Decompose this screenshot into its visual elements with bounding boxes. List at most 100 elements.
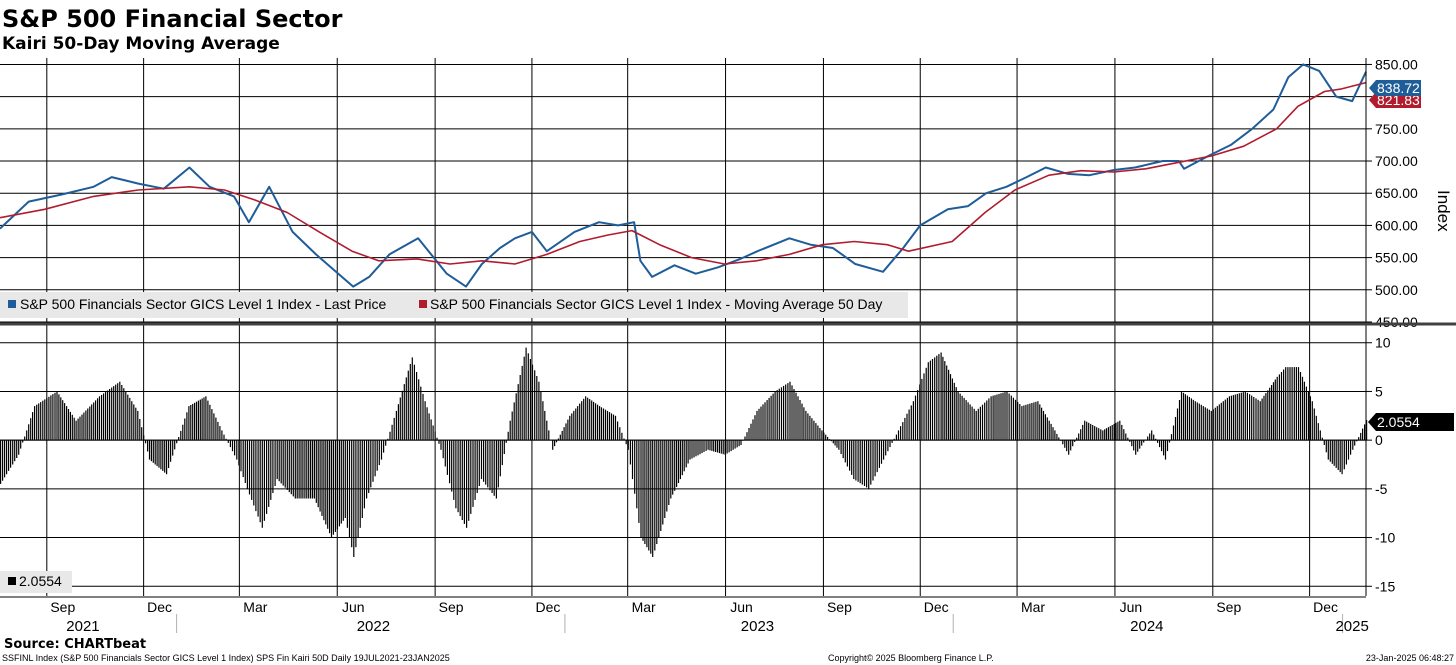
kairi-bar — [346, 440, 348, 528]
kairi-bar — [994, 395, 996, 441]
kairi-bar — [313, 440, 315, 499]
kairi-bar — [81, 414, 83, 441]
kairi-bar — [1295, 367, 1297, 441]
kairi-bar — [444, 440, 446, 467]
kairi-bar — [542, 401, 544, 441]
kairi-bar — [988, 398, 990, 441]
kairi-bar — [1274, 379, 1276, 441]
kairi-bar — [87, 408, 89, 441]
kairi-bar — [1000, 393, 1002, 441]
kairi-bar — [990, 396, 992, 441]
kairi-bar — [529, 359, 531, 441]
kairi-bar — [344, 440, 346, 518]
kairi-bar — [1206, 408, 1208, 441]
kairi-bar — [1115, 422, 1117, 441]
kairi-bar — [413, 364, 415, 441]
kairi-bar — [372, 440, 374, 482]
kairi-bar — [1129, 440, 1131, 442]
kairi-bar — [158, 440, 160, 468]
x-month-label: Sep — [50, 599, 75, 615]
kairi-bar — [1345, 440, 1347, 465]
axes: Sep Dec Mar Jun Sep Dec Mar Jun Sep Dec Mar Jun Sep D… — [0, 56, 1456, 635]
kairi-bar — [809, 415, 811, 441]
kairi-bar — [499, 440, 501, 477]
kairi-bar — [534, 370, 536, 441]
kairi-bar — [1317, 423, 1319, 441]
kairi-bar — [573, 410, 575, 441]
kairi-bar — [631, 440, 634, 480]
kairi-bar — [581, 401, 583, 441]
kairi-bar — [791, 385, 793, 441]
kairi-bar — [197, 400, 199, 441]
y-tick-label: 600.00 — [1375, 217, 1418, 233]
kairi-bar — [145, 440, 147, 444]
kairi-bar — [64, 403, 66, 441]
kairi-bar — [1105, 428, 1108, 441]
kairi-bar — [1303, 381, 1305, 441]
kairi-bar — [376, 440, 378, 471]
kairi-bar — [300, 440, 302, 499]
kairi-bar — [268, 440, 270, 507]
kairi-bar — [1291, 367, 1293, 441]
kairi-bar — [1184, 394, 1186, 441]
kairi-bar — [1123, 429, 1125, 441]
kairi-bar — [1278, 374, 1280, 441]
kairi-bar — [973, 408, 975, 441]
kairi-bar — [370, 440, 372, 488]
kairi-bar — [36, 404, 38, 441]
kairi-bar — [139, 419, 141, 441]
kairi-bar — [772, 393, 774, 441]
kairi-bar — [600, 407, 603, 441]
kairi-bar — [1188, 397, 1190, 441]
kairi-bar — [957, 391, 959, 441]
kairi-bar — [468, 440, 470, 521]
kairi-bar — [1307, 391, 1309, 441]
kairi-bar — [199, 399, 201, 441]
kairi-bar — [604, 409, 607, 441]
kairi-bar — [674, 440, 676, 491]
kairi-bar — [1012, 397, 1014, 441]
kairi-bar — [744, 436, 746, 441]
kairi-bar — [201, 398, 203, 441]
kairi-bar — [121, 385, 123, 441]
kairi-bar — [1029, 403, 1031, 441]
kairi-bar — [129, 397, 131, 441]
kairi-bar — [1364, 424, 1366, 441]
kairi-bar — [855, 440, 857, 481]
kairi-bar — [664, 440, 666, 518]
kairi-bar — [294, 440, 296, 499]
kairi-bar — [705, 440, 707, 451]
kairi-bar — [832, 440, 834, 444]
kairi-bar — [953, 382, 955, 441]
kairi-bar — [501, 440, 503, 466]
y-tick-label: 850.00 — [1375, 56, 1418, 72]
kairi-bar — [597, 404, 599, 441]
kairi-bar — [571, 413, 573, 441]
kairi-bar — [998, 393, 1000, 441]
kairi-bar — [1050, 423, 1052, 441]
kairi-bar — [503, 440, 505, 454]
kairi-bar — [213, 413, 215, 441]
kairi-bar — [463, 440, 465, 524]
kairi-bar — [593, 401, 595, 441]
kairi-bar — [764, 402, 766, 441]
kairi-bar — [929, 360, 931, 441]
kairi-bar — [666, 440, 668, 512]
kairi-bar — [240, 440, 242, 472]
kairi-bar — [823, 432, 825, 441]
kairi-bar — [842, 440, 844, 459]
kairi-bar — [48, 396, 50, 441]
kairi-bar — [85, 410, 87, 441]
last-value-tags: 821.83 838.72 2.0554 — [1368, 80, 1454, 431]
kairi-bar — [1366, 420, 1368, 441]
kairi-bar — [730, 440, 732, 452]
kairi-bar — [746, 432, 748, 441]
kairi-bar — [1161, 440, 1163, 452]
legend-label-price: S&P 500 Financials Sector GICS Level 1 I… — [20, 296, 386, 312]
kairi-legend-background — [0, 571, 72, 593]
kairi-bar — [857, 440, 859, 482]
kairi-bar — [992, 395, 994, 441]
kairi-bar — [1269, 387, 1271, 441]
kairi-bar — [332, 440, 334, 535]
kairi-bar — [325, 440, 327, 525]
